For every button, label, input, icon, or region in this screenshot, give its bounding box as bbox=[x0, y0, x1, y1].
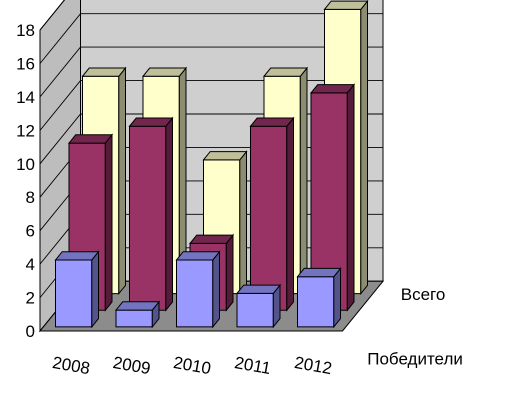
bar-front-face bbox=[115, 309, 153, 328]
bar-front-face bbox=[176, 259, 214, 328]
bar bbox=[296, 266, 342, 329]
x-category-label: 2012 bbox=[293, 353, 334, 378]
bar bbox=[114, 300, 161, 329]
bar-side-face bbox=[165, 116, 173, 312]
bar bbox=[235, 283, 282, 329]
bar-side-face bbox=[346, 83, 355, 312]
bar-side-face bbox=[299, 66, 308, 296]
bar-top-face bbox=[235, 284, 282, 294]
y-tick-label: 18 bbox=[16, 21, 35, 40]
bar-top-face bbox=[323, 0, 369, 10]
bar-side-face bbox=[360, 0, 368, 296]
x-axis-category-labels: 2008 2009 2010 2011 2012 bbox=[51, 353, 334, 378]
y-tick-label: 16 bbox=[16, 54, 35, 73]
bar-front-face bbox=[250, 125, 288, 311]
bar bbox=[309, 83, 356, 312]
y-axis-tick-labels: 0 2 4 6 8 10 12 14 16 18 bbox=[16, 21, 35, 341]
bar-front-face bbox=[129, 125, 167, 311]
bar bbox=[175, 250, 221, 329]
bar-top-face bbox=[128, 117, 174, 127]
bar-top-face bbox=[262, 67, 309, 77]
bar-side-face bbox=[91, 250, 99, 329]
bar-top-face bbox=[67, 134, 114, 144]
bar-side-face bbox=[212, 250, 220, 329]
gridline bbox=[39, 46, 383, 98]
bar-side-face bbox=[118, 66, 126, 296]
depth-axis-labels: Победители Всего bbox=[367, 285, 463, 369]
bar-front-face bbox=[55, 259, 93, 328]
x-category-label: 2011 bbox=[233, 353, 272, 378]
y-tick-label: 8 bbox=[26, 188, 35, 207]
x-category-label: 2009 bbox=[111, 353, 152, 378]
bar-side-face bbox=[286, 116, 294, 312]
y-tick-label: 10 bbox=[16, 155, 35, 174]
bar-top-face bbox=[309, 84, 356, 94]
y-tick-label: 14 bbox=[16, 88, 35, 107]
depth-axis-label: Всего bbox=[401, 285, 446, 304]
bar-top-face bbox=[249, 117, 295, 127]
x-category-label: 2008 bbox=[51, 353, 92, 378]
bar-side-face bbox=[104, 133, 113, 312]
bar-top-face bbox=[54, 251, 100, 261]
y-tick-label: 0 bbox=[26, 322, 35, 341]
bar-side-face bbox=[333, 266, 341, 329]
bar-side-face bbox=[239, 150, 247, 296]
y-tick-label: 6 bbox=[26, 222, 35, 241]
bar bbox=[249, 116, 295, 312]
bar-top-face bbox=[114, 301, 161, 311]
y-tick-label: 12 bbox=[16, 121, 35, 140]
gridline bbox=[39, 0, 65, 31]
bar bbox=[54, 250, 100, 329]
depth-axis-label: Победители bbox=[367, 350, 463, 369]
bar-top-face bbox=[202, 151, 248, 161]
bars bbox=[54, 0, 369, 329]
gridline bbox=[39, 13, 383, 64]
bar-top-face bbox=[296, 267, 342, 278]
bar-side-face bbox=[225, 233, 234, 312]
bar bbox=[128, 116, 174, 312]
y-tick-label: 4 bbox=[26, 255, 35, 274]
bar-top-face bbox=[188, 234, 235, 244]
x-category-label: 2010 bbox=[172, 353, 213, 378]
bar-front-face bbox=[236, 292, 274, 328]
y-tick-label: 2 bbox=[26, 289, 35, 308]
bar-top-face bbox=[175, 251, 221, 261]
bar-top-face bbox=[81, 67, 127, 77]
bar-top-face bbox=[141, 67, 188, 77]
bar-front-face bbox=[297, 276, 335, 328]
